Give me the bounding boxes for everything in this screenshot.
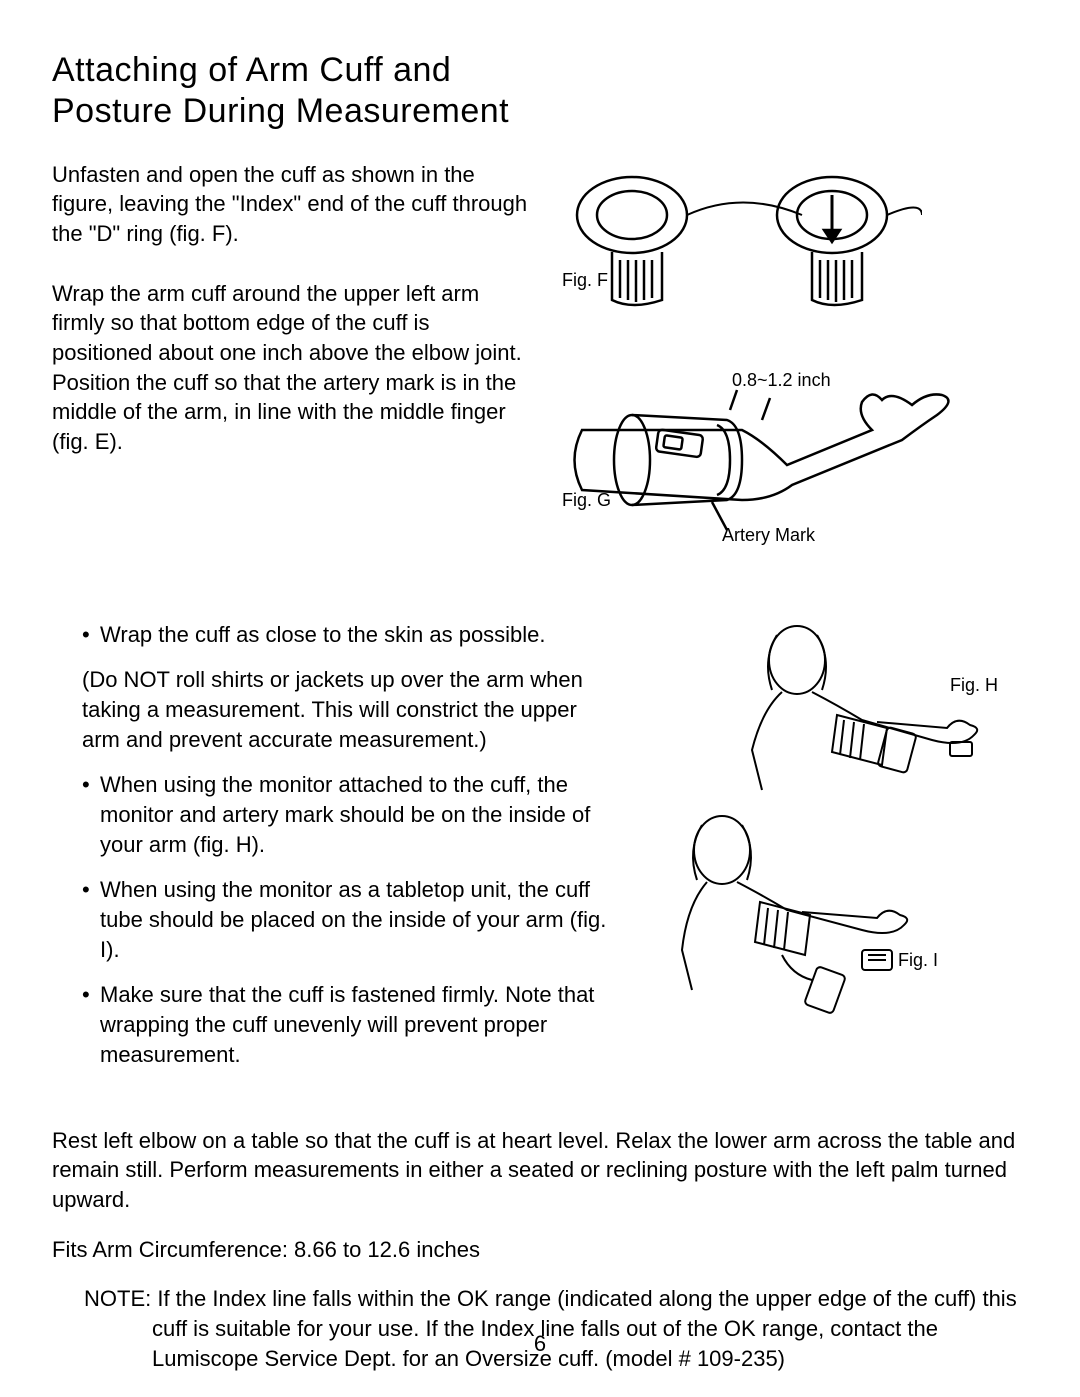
mid-figures: Fig. H Fig. I — [632, 620, 1028, 1086]
bullet-list: Wrap the cuff as close to the skin as po… — [52, 620, 612, 1086]
bullet-3: When using the monitor as a tabletop uni… — [82, 875, 612, 964]
bullet-2: When using the monitor attached to the c… — [82, 770, 612, 859]
bullet-4: Make sure that the cuff is fastened firm… — [82, 980, 612, 1069]
bottom-note: NOTE: If the Index line falls within the… — [120, 1284, 1028, 1373]
intro-paragraphs: Unfasten and open the cuff as shown in t… — [52, 160, 532, 570]
posture-diagrams-icon — [632, 620, 992, 1020]
figure-i-label: Fig. I — [898, 950, 938, 971]
top-figures: Fig. F — [562, 160, 1028, 570]
page-number: 6 — [0, 1331, 1080, 1357]
paragraph-2: Wrap the arm cuff around the upper left … — [52, 279, 532, 457]
figure-h-label: Fig. H — [950, 675, 998, 696]
bottom-paragraph-2: Fits Arm Circumference: 8.66 to 12.6 inc… — [52, 1235, 1028, 1265]
bottom-paragraph-1: Rest left elbow on a table so that the c… — [52, 1126, 1028, 1215]
figure-g: 0.8~1.2 inch Fig. G Artery Mark — [562, 370, 1028, 570]
arm-cuff-diagram-icon — [562, 370, 962, 540]
bullet-1: Wrap the cuff as close to the skin as po… — [82, 620, 612, 650]
figure-f-label: Fig. F — [562, 270, 608, 291]
figure-f: Fig. F — [562, 160, 1028, 320]
mid-section: Wrap the cuff as close to the skin as po… — [52, 620, 1028, 1086]
paragraph-1: Unfasten and open the cuff as shown in t… — [52, 160, 532, 249]
figure-g-label: Fig. G — [562, 490, 611, 511]
title-line-2: Posture During Measurement — [52, 92, 509, 130]
figure-g-measure: 0.8~1.2 inch — [732, 370, 831, 391]
cuff-diagram-icon — [562, 160, 922, 320]
page-title: Attaching of Arm Cuff and Posture During… — [52, 50, 1028, 132]
top-section: Unfasten and open the cuff as shown in t… — [52, 160, 1028, 570]
bullet-1-note: (Do NOT roll shirts or jackets up over t… — [82, 665, 612, 754]
figure-g-artery-label: Artery Mark — [722, 525, 815, 546]
title-line-1: Attaching of Arm Cuff and — [52, 51, 451, 89]
